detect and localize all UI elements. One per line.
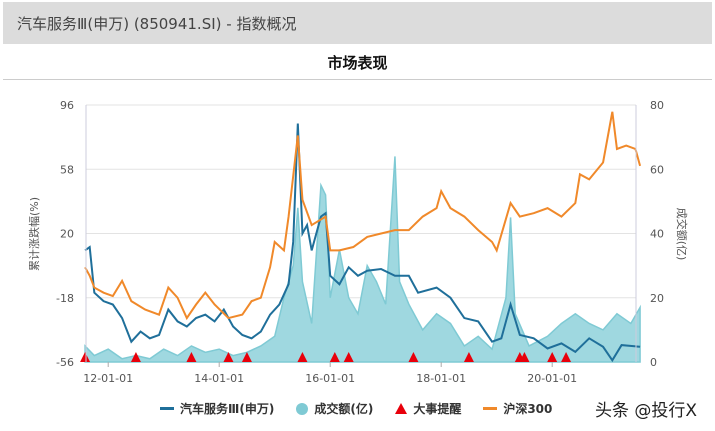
circle-icon	[296, 402, 309, 415]
event-marker	[561, 352, 572, 362]
x-tick-label: 12-01-01	[83, 372, 133, 385]
x-tick-label: 16-01-01	[305, 372, 355, 385]
page-title: 汽车服务Ⅲ(申万) (850941.SI) - 指数概况	[17, 15, 297, 33]
line-icon	[483, 407, 498, 410]
y-left-tick: 96	[60, 99, 74, 112]
y-right-tick: 20	[650, 292, 664, 305]
legend-item-events[interactable]: 大事提醒	[395, 400, 461, 417]
divider	[3, 79, 712, 80]
event-marker	[297, 352, 308, 362]
volume-area	[84, 156, 641, 363]
event-marker	[463, 352, 474, 362]
x-tick-label: 20-01-01	[527, 372, 577, 385]
y-right-tick: 0	[650, 356, 657, 369]
legend-item-volume[interactable]: 成交额(亿)	[296, 400, 373, 417]
event-marker	[343, 352, 354, 362]
y-right-label: 成交额(亿)	[675, 208, 689, 261]
y-right-tick: 40	[650, 228, 664, 241]
section-title: 市场表现	[327, 54, 388, 72]
line-icon	[160, 407, 174, 410]
y-right-tick: 80	[650, 99, 664, 112]
hs300-line	[84, 111, 642, 321]
event-marker	[223, 352, 234, 362]
y-left-tick: -56	[56, 356, 74, 369]
event-marker	[329, 352, 340, 362]
y-left-label: 累计涨跌幅(%)	[27, 197, 41, 271]
legend: 汽车服务Ⅲ(申万) 成交额(亿) 大事提醒 沪深300	[160, 400, 552, 417]
x-tick-label: 18-01-01	[416, 372, 466, 385]
event-marker	[408, 352, 419, 362]
y-left-tick: 20	[60, 228, 74, 241]
event-marker	[547, 352, 558, 362]
y-left-tick: 58	[60, 163, 74, 176]
event-marker	[130, 352, 141, 362]
event-marker	[186, 352, 197, 362]
index-line	[84, 123, 641, 363]
x-tick-label: 14-01-01	[194, 372, 244, 385]
watermark: 头条 @投行X	[595, 401, 698, 421]
y-right-tick: 60	[650, 163, 664, 176]
triangle-icon	[395, 403, 408, 414]
legend-item-hs300[interactable]: 沪深300	[483, 400, 552, 417]
page-header: 汽车服务Ⅲ(申万) (850941.SI) - 指数概况	[3, 2, 712, 44]
event-marker	[519, 352, 530, 362]
legend-item-index[interactable]: 汽车服务Ⅲ(申万)	[160, 400, 274, 417]
event-marker	[241, 352, 252, 362]
event-marker	[80, 352, 91, 362]
y-left-tick: -18	[56, 292, 74, 305]
